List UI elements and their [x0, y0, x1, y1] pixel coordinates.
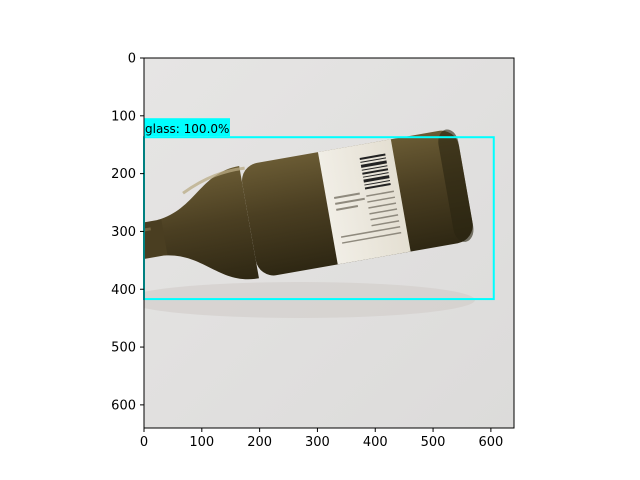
x-tick-label: 0: [140, 435, 148, 450]
y-tick-label: 200: [111, 167, 136, 182]
wine-bottle: [62, 129, 474, 280]
x-tick-label: 400: [363, 435, 388, 450]
bottle-shoulder: [157, 166, 259, 280]
glass-highlight: [182, 166, 245, 195]
bottle-label: [317, 139, 411, 265]
y-tick-label: 500: [111, 341, 136, 356]
label-print: [333, 190, 402, 244]
x-tick-label: 100: [189, 435, 214, 450]
barcode: [359, 153, 391, 190]
x-tick-label: 500: [421, 435, 446, 450]
y-axis: 0 100 200 300 400 500 600: [111, 52, 144, 413]
bottle-lip: [62, 229, 91, 276]
x-tick-label: 300: [305, 435, 330, 450]
axes-frame: [143, 57, 515, 429]
x-tick-label: 200: [247, 435, 272, 450]
bottle-base: [438, 129, 474, 242]
bottle-neck: [144, 219, 168, 270]
y-tick-label: 400: [111, 283, 136, 298]
photo-image: [62, 58, 514, 428]
x-axis: 0 100 200 300 400 500 600: [140, 428, 503, 450]
y-tick-label: 600: [111, 398, 136, 413]
detection-label: glass: 100.0%: [145, 122, 229, 136]
y-tick-label: 300: [111, 225, 136, 240]
x-tick-label: 600: [478, 435, 503, 450]
detection-label-background: [144, 118, 230, 137]
y-tick-label: 100: [111, 109, 136, 124]
y-tick-label: 0: [128, 52, 136, 67]
